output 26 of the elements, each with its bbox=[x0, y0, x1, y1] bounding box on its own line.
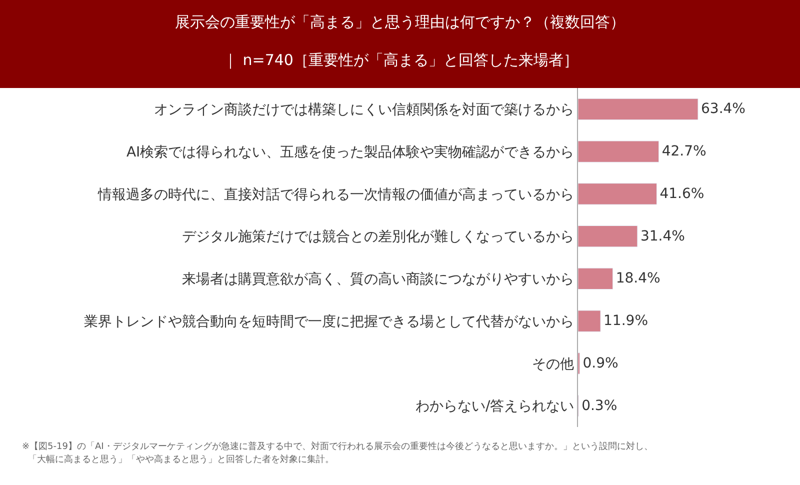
data-label: 18.4% bbox=[616, 270, 660, 287]
text: 展示会の重要性が「高まる」と思う理由は何ですか？（複数回答） bbox=[175, 13, 625, 32]
data-label: 41.6% bbox=[660, 186, 704, 202]
bar bbox=[578, 225, 638, 248]
data-label: 0.9% bbox=[582, 355, 618, 372]
y-tick-label: わからない/答えられない bbox=[415, 398, 574, 415]
y-tick-label: 業界トレンドや競合動向を短時間で一度に把握できる場として代替がないから bbox=[84, 314, 574, 330]
text: ※【図5-19】の「AI・デジタルマーケティングが急速に普及する中で、対面で行われる展示会の重要性は今後どうなると思いますか。」という設問に対し、 bbox=[22, 441, 653, 452]
y-tick-label: AI検索では得られない、五感を使った製品体験や実物確認ができるから bbox=[126, 144, 574, 160]
bar bbox=[578, 268, 614, 290]
data-label: 0.3% bbox=[582, 398, 618, 414]
y-tick-label: 来場者は購買意欲が高く、質の高い商談につながりやすいから bbox=[182, 272, 574, 288]
text: 「大幅に高まると思う」「やや高まると思う」と回答した者を対象に集計。 bbox=[28, 454, 334, 465]
y-tick-label: 情報過多の時代に、直接対話で得られる一次情報の価値が高まっているから bbox=[97, 186, 574, 203]
data-label: 42.7% bbox=[662, 144, 706, 160]
text: ｜ n=740［重要性が「高まる」と回答した来場者］ bbox=[223, 51, 578, 69]
data-label: 31.4% bbox=[640, 228, 685, 244]
bar bbox=[578, 183, 657, 205]
y-tick-label: デジタル施策だけでは競合との差別化が難しくなっているから bbox=[182, 229, 574, 246]
y-tick-label: オンライン商談だけでは構築しにくい信頼関係を対面で築けるから bbox=[154, 102, 574, 118]
data-label: 11.9% bbox=[604, 313, 648, 330]
y-tick-label: その他 bbox=[532, 356, 574, 372]
bar bbox=[578, 140, 660, 162]
data-label: 63.4% bbox=[701, 101, 746, 118]
bar bbox=[578, 98, 698, 120]
bar bbox=[578, 310, 601, 332]
